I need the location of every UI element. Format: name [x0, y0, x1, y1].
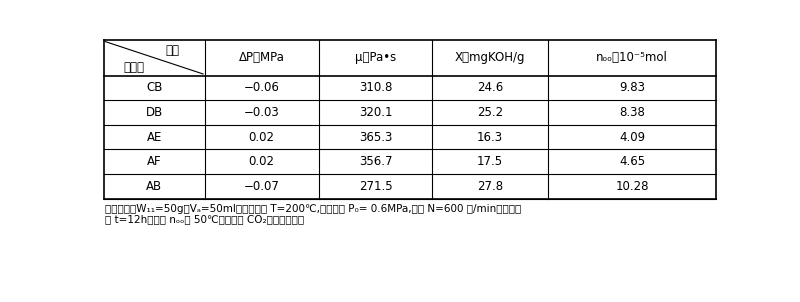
Text: ΔP，MPa: ΔP，MPa: [238, 51, 285, 64]
Text: DB: DB: [146, 106, 163, 119]
Text: μ，Pa•s: μ，Pa•s: [355, 51, 396, 64]
Text: 间 t=12h，其中 nₒₒ为 50℃下尾气中 CO₂的物质的量。: 间 t=12h，其中 nₒₒ为 50℃下尾气中 CO₂的物质的量。: [106, 214, 305, 224]
Text: 0.02: 0.02: [249, 155, 274, 168]
Text: 27.8: 27.8: [477, 180, 503, 193]
Text: 实验条件：W₁₁=50g，Vₐ=50ml，反应温度 T=200℃,初始压力 P₀= 0.6MPa,转速 N=600 转/min，反应时: 实验条件：W₁₁=50g，Vₐ=50ml，反应温度 T=200℃,初始压力 P₀…: [106, 204, 522, 214]
Text: 271.5: 271.5: [358, 180, 392, 193]
Text: 徂化剂: 徂化剂: [123, 61, 145, 74]
Text: 10.28: 10.28: [615, 180, 649, 193]
Text: 16.3: 16.3: [477, 130, 503, 144]
Text: 356.7: 356.7: [358, 155, 392, 168]
Text: AE: AE: [146, 130, 162, 144]
Text: 0.02: 0.02: [249, 130, 274, 144]
Text: −0.07: −0.07: [244, 180, 279, 193]
Text: 8.38: 8.38: [619, 106, 645, 119]
Text: 25.2: 25.2: [477, 106, 503, 119]
Text: 4.09: 4.09: [619, 130, 645, 144]
Text: CB: CB: [146, 81, 162, 94]
Text: 365.3: 365.3: [359, 130, 392, 144]
Text: AB: AB: [146, 180, 162, 193]
Text: 指标: 指标: [166, 43, 179, 56]
Text: nₒₒ，10⁻⁵mol: nₒₒ，10⁻⁵mol: [596, 51, 668, 64]
Text: −0.06: −0.06: [244, 81, 279, 94]
Text: AF: AF: [147, 155, 162, 168]
Text: 9.83: 9.83: [619, 81, 645, 94]
Text: 310.8: 310.8: [359, 81, 392, 94]
Text: 17.5: 17.5: [477, 155, 503, 168]
Text: X，mgKOH/g: X，mgKOH/g: [455, 51, 526, 64]
Text: 4.65: 4.65: [619, 155, 645, 168]
Text: 320.1: 320.1: [358, 106, 392, 119]
Text: −0.03: −0.03: [244, 106, 279, 119]
Text: 24.6: 24.6: [477, 81, 503, 94]
